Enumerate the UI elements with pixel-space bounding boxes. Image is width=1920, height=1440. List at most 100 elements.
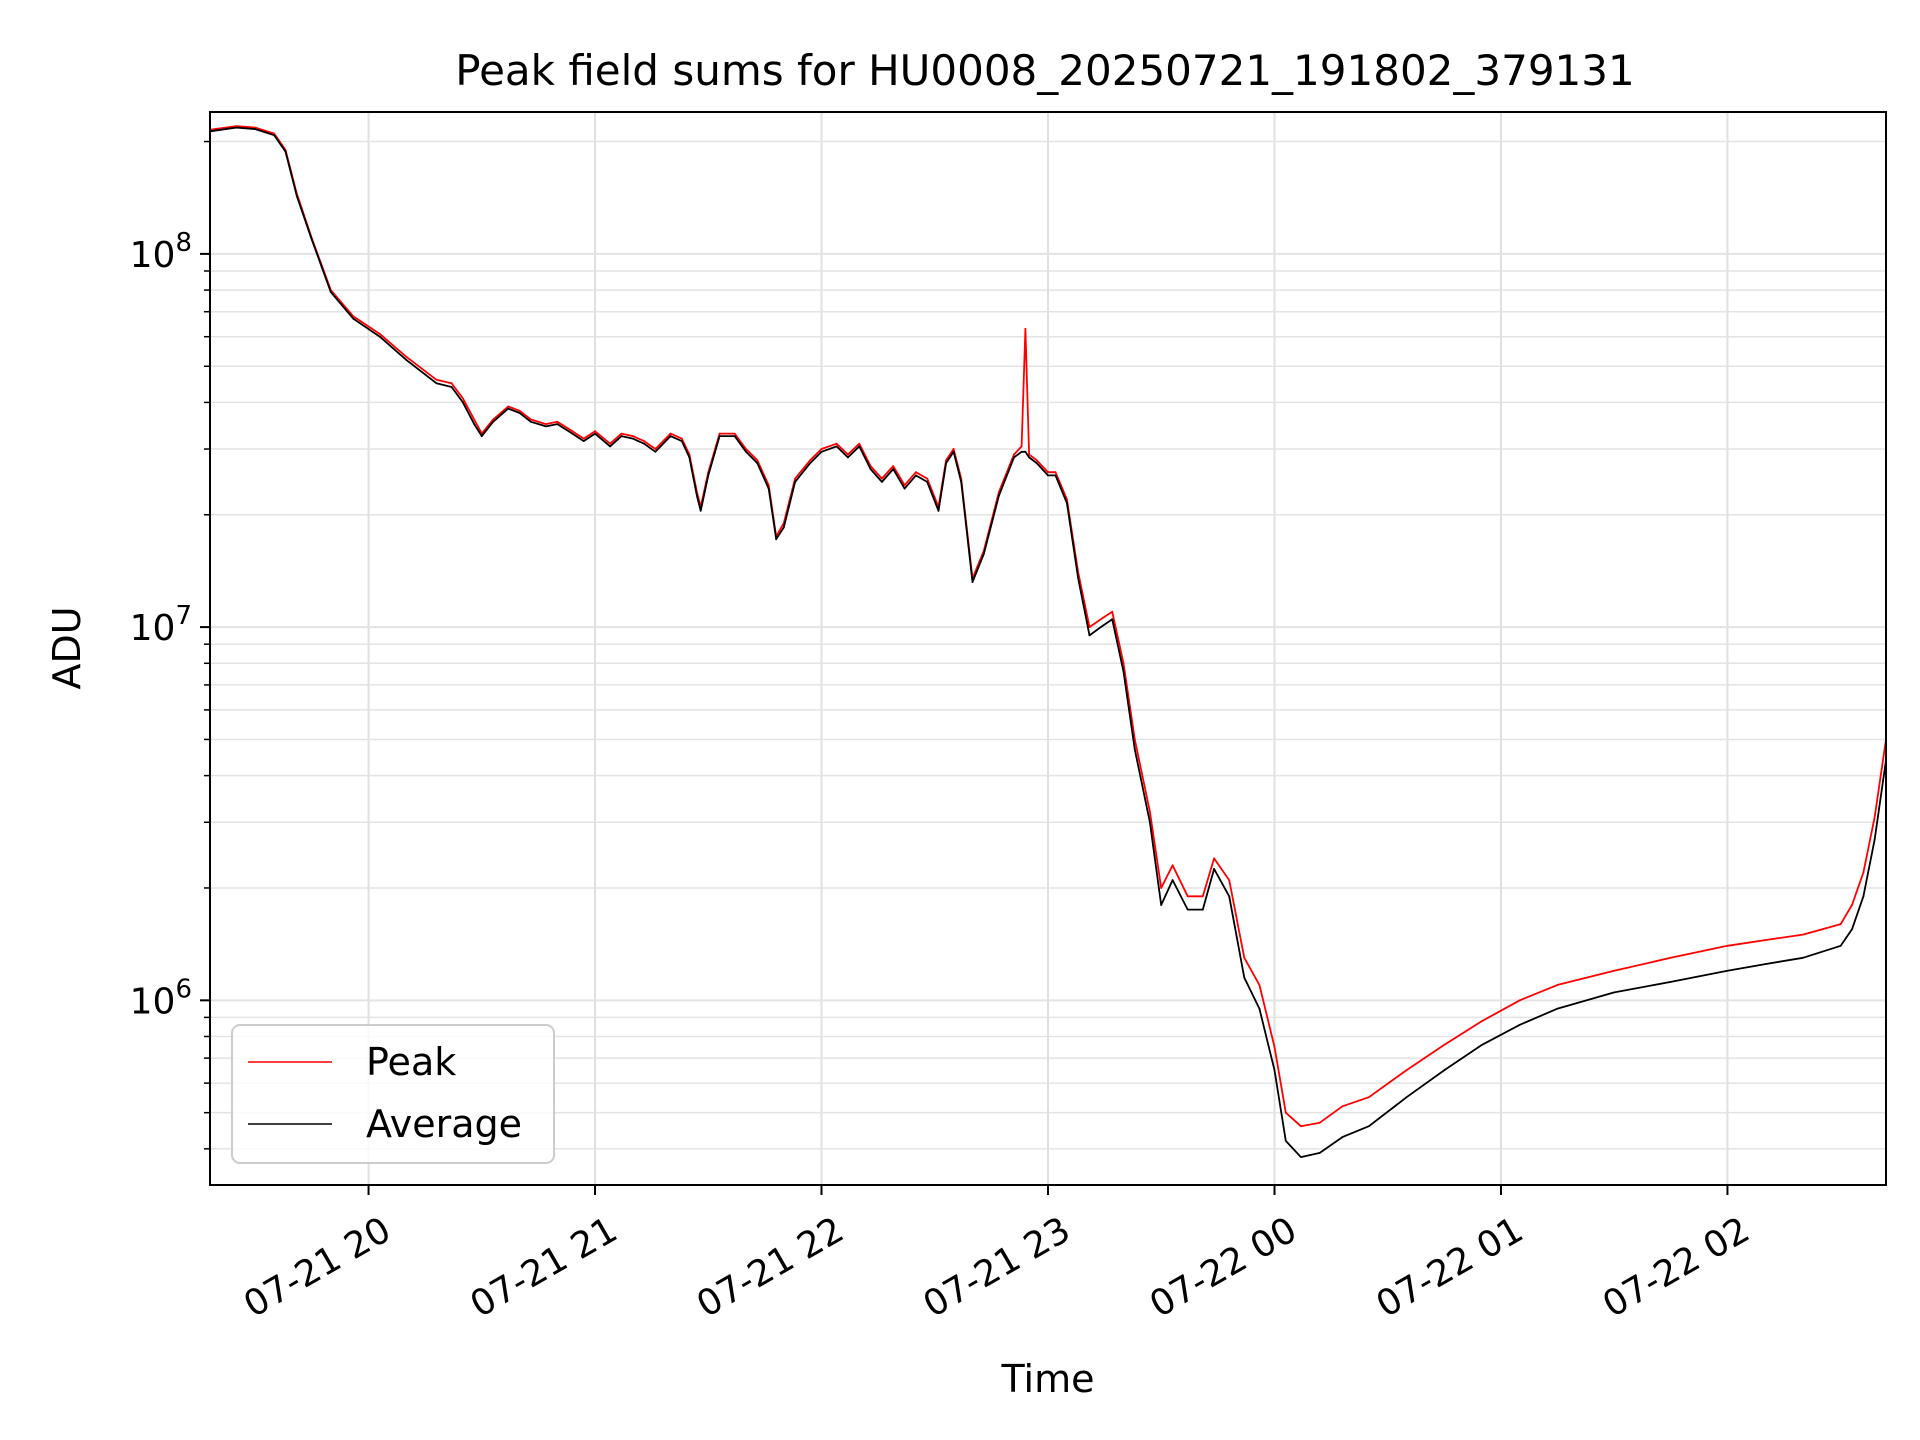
data-point-peak	[1368, 1096, 1370, 1099]
data-point-peak	[1013, 453, 1015, 456]
data-point-average	[1851, 928, 1853, 931]
data-point-average	[1341, 1136, 1344, 1138]
data-point-average	[329, 291, 332, 293]
data-point-average	[1160, 904, 1163, 906]
data-point-peak	[1133, 738, 1136, 741]
data-point-peak	[631, 435, 634, 437]
data-point-average	[545, 425, 547, 428]
data-point-average	[1243, 976, 1246, 979]
data-point-peak	[379, 333, 381, 335]
data-point-average	[1318, 1152, 1321, 1154]
data-point-average	[669, 435, 672, 437]
data-point-peak	[1318, 1121, 1321, 1124]
data-point-average	[473, 423, 476, 425]
data-point-average	[1035, 462, 1038, 464]
data-point-peak	[352, 315, 355, 318]
data-point-peak	[1851, 904, 1853, 906]
data-point-average	[556, 423, 559, 425]
data-point-peak	[1284, 1111, 1287, 1114]
data-point-average	[1518, 1023, 1521, 1026]
data-point-average	[609, 445, 611, 448]
data-point-peak	[1201, 895, 1204, 898]
data-point-average	[718, 435, 721, 437]
data-point-peak	[1273, 1046, 1276, 1048]
data-point-peak	[556, 420, 559, 423]
data-point-average	[1405, 1096, 1408, 1099]
data-point-peak	[1556, 984, 1559, 986]
data-point-average	[1054, 474, 1057, 477]
data-point-average	[881, 481, 883, 483]
data-point-peak	[1160, 887, 1163, 889]
data-point-average	[892, 468, 895, 470]
data-point-peak	[571, 430, 574, 433]
y-tick-label: 107	[130, 601, 192, 649]
data-point-average	[971, 581, 974, 583]
data-point-peak	[1613, 969, 1616, 972]
data-point-peak	[1020, 445, 1023, 448]
data-point-peak	[669, 432, 672, 435]
data-point-average	[1300, 1156, 1302, 1158]
data-point-peak	[1054, 471, 1057, 474]
data-point-average	[1802, 956, 1804, 959]
data-point-average	[1368, 1125, 1370, 1128]
data-point-average	[643, 442, 645, 445]
data-point-average	[1066, 502, 1068, 504]
chart-title: Peak field sums for HU0008_20250721_1918…	[455, 46, 1634, 95]
data-point-peak	[858, 442, 861, 445]
data-point-average	[1099, 626, 1102, 628]
data-point-peak	[945, 459, 947, 462]
data-point-peak	[273, 132, 276, 135]
data-point-average	[775, 538, 778, 541]
data-point-average	[492, 420, 494, 423]
data-point-average	[594, 432, 596, 435]
data-point-peak	[756, 459, 759, 462]
legend-label-average: Average	[366, 1102, 522, 1146]
data-point-peak	[1481, 1020, 1483, 1022]
data-point-average	[1028, 456, 1030, 459]
data-point-average	[1556, 1007, 1559, 1010]
data-point-average	[462, 401, 464, 404]
data-point-peak	[643, 440, 645, 442]
legend: Peak Average	[231, 1024, 555, 1164]
data-point-average	[1213, 868, 1215, 870]
data-point-peak	[1405, 1069, 1408, 1071]
data-point-average	[794, 481, 796, 483]
data-point-peak	[892, 465, 895, 467]
data-point-peak	[835, 442, 838, 445]
data-point-average	[926, 481, 929, 483]
data-point-peak	[450, 382, 453, 385]
data-point-average	[688, 456, 691, 459]
data-point-peak	[1088, 626, 1091, 628]
y-tick-label: 106	[130, 974, 192, 1022]
data-point-peak	[1669, 956, 1672, 959]
data-point-peak	[1243, 956, 1246, 959]
data-point-average	[507, 407, 510, 410]
data-point-average	[960, 481, 963, 483]
data-point-average	[1764, 963, 1767, 965]
y-axis-label: ADU	[45, 606, 89, 689]
data-point-average	[582, 440, 585, 442]
data-point-peak	[620, 432, 623, 435]
data-point-peak	[1764, 939, 1767, 941]
data-point-peak	[903, 484, 906, 487]
series-layer	[210, 125, 1886, 1158]
data-point-peak	[1047, 471, 1049, 474]
data-point-peak	[435, 378, 438, 381]
data-point-average	[1873, 838, 1876, 841]
data-point-peak	[718, 432, 721, 435]
data-point-peak	[1726, 944, 1729, 947]
data-point-average	[1613, 991, 1616, 994]
data-point-peak	[1341, 1105, 1344, 1108]
data-point-average	[745, 450, 747, 453]
data-point-average	[952, 450, 955, 453]
data-point-average	[1726, 969, 1729, 972]
data-point-average	[1133, 748, 1136, 751]
data-point-peak	[1443, 1043, 1446, 1046]
data-point-peak	[492, 418, 494, 421]
data-point-average	[1862, 895, 1865, 898]
data-point-peak	[1873, 816, 1876, 818]
data-point-average	[480, 435, 483, 437]
data-point-average	[1013, 456, 1015, 459]
